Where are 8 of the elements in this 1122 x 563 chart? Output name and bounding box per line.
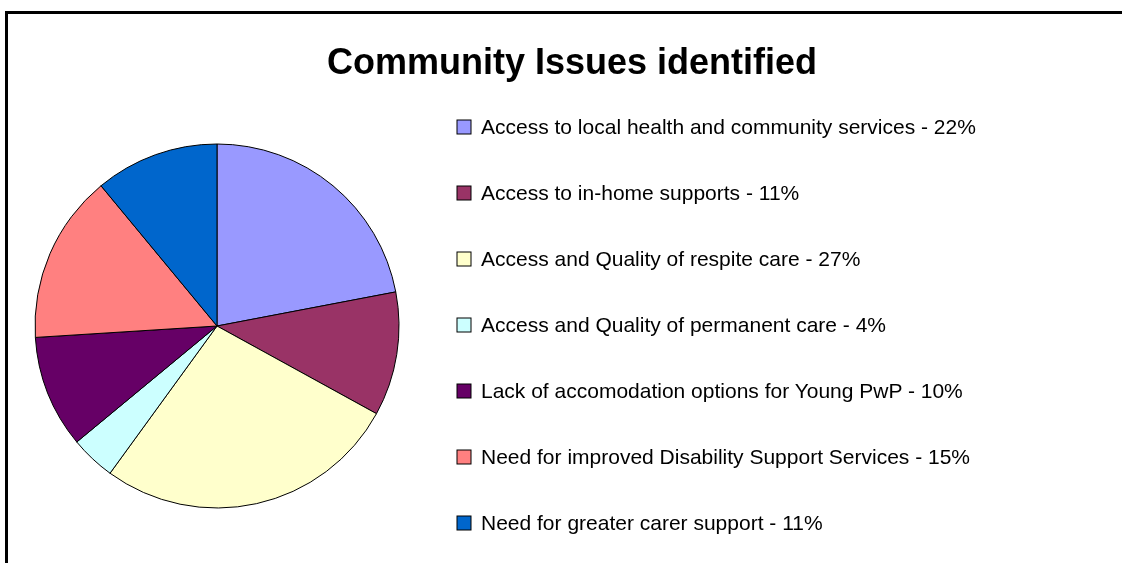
legend-label: Need for improved Disability Support Services - 15%	[481, 445, 971, 468]
legend-label: Access and Quality of permanent care - 4%	[481, 313, 887, 336]
legend-label: Need for greater carer support - 11%	[481, 511, 823, 534]
legend-label: Access and Quality of respite care - 27%	[481, 247, 861, 270]
legend-label: Access to local health and community services - 22%	[481, 115, 976, 138]
legend-label: Lack of accomodation options for Young PwP - 10%	[481, 379, 963, 402]
legend-label: Access to in-home supports - 11%	[481, 181, 800, 204]
chart-title: Community Issues identified	[326, 41, 818, 82]
